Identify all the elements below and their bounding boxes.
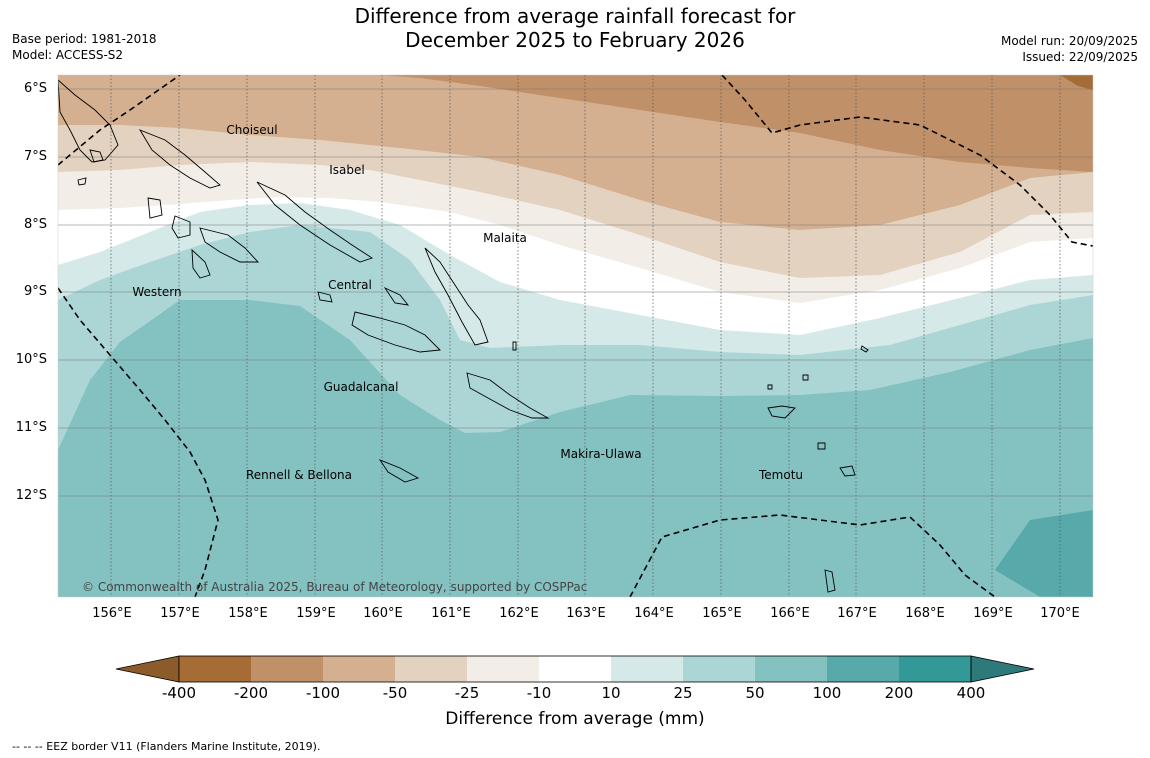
map-title: Difference from average rainfall forecas…	[0, 4, 1150, 52]
region-label-malaita: Malaita	[483, 231, 527, 245]
colorbar-tick: 10	[601, 684, 621, 702]
lon-label: 169°E	[973, 606, 1013, 621]
colorbar-tick: -400	[161, 684, 197, 702]
lon-label: 168°E	[905, 606, 945, 621]
model-run: Model run: 20/09/2025	[1000, 34, 1138, 48]
title-line-1: Difference from average rainfall forecas…	[354, 4, 796, 28]
latitude-lines	[58, 88, 1093, 497]
colorbar-tick: -10	[526, 684, 552, 702]
colorbar-swatch	[683, 656, 755, 682]
colorbar-max-extend	[970, 655, 1035, 683]
issued-date: Issued: 22/09/2025	[1022, 50, 1138, 64]
lat-label: 11°S	[15, 420, 47, 435]
lon-label: 158°E	[228, 606, 268, 621]
lat-label: 8°S	[23, 217, 47, 232]
colorbar-tick: -50	[382, 684, 408, 702]
colorbar-tick: 25	[673, 684, 693, 702]
lon-label: 166°E	[770, 606, 810, 621]
lat-label: 6°S	[23, 81, 47, 96]
title-line-2: December 2025 to February 2026	[405, 28, 745, 52]
lon-label: 167°E	[837, 606, 877, 621]
lon-label: 161°E	[431, 606, 471, 621]
meta-left: Base period: 1981-2018 Model: ACCESS-S2	[12, 31, 157, 63]
lon-label: 160°E	[363, 606, 403, 621]
region-label-temotu: Temotu	[758, 468, 804, 482]
colorbar-title: Difference from average (mm)	[445, 709, 705, 729]
colorbar-swatch	[179, 656, 251, 682]
colorbar-tick: -100	[305, 684, 341, 702]
colorbar-tick: 100	[812, 684, 842, 702]
lon-label: 162°E	[499, 606, 539, 621]
colorbar-tick: -25	[454, 684, 480, 702]
region-label-central: Central	[328, 278, 372, 292]
lat-label: 7°S	[23, 149, 47, 164]
colorbar-tick: 50	[745, 684, 765, 702]
colorbar	[115, 655, 1035, 683]
islands	[58, 79, 869, 593]
model-name: Model: ACCESS-S2	[12, 48, 124, 62]
map-frame	[57, 74, 1094, 598]
region-label-western: Western	[132, 285, 182, 299]
lat-label: 10°S	[15, 352, 47, 367]
colorbar-swatch	[899, 656, 971, 682]
region-label-guadalcanal: Guadalcanal	[323, 380, 399, 394]
lon-label: 159°E	[296, 606, 336, 621]
colorbar-swatch	[611, 656, 683, 682]
contour-fields	[58, 75, 1093, 597]
lon-label: 156°E	[92, 606, 132, 621]
eez-legend-note: -- -- -- EEZ border V11 (Flanders Marine…	[12, 740, 321, 753]
colorbar-swatch	[539, 656, 611, 682]
lat-label: 12°S	[15, 488, 47, 503]
eez-borders	[58, 75, 1093, 597]
colorbar-swatch	[323, 656, 395, 682]
field-100-200	[995, 510, 1093, 597]
field-minus-200-400	[1060, 75, 1093, 90]
lon-label: 165°E	[702, 606, 742, 621]
meta-right: Model run: 20/09/2025 Issued: 22/09/2025	[1001, 33, 1138, 65]
lon-label: 164°E	[634, 606, 674, 621]
colorbar-min-extend	[115, 655, 180, 683]
region-label-makira-ulawa: Makira-Ulawa	[560, 447, 642, 461]
lat-label: 9°S	[23, 284, 47, 299]
region-label-isabel: Isabel	[329, 163, 365, 177]
colorbar-tick: 400	[956, 684, 986, 702]
region-label-rennell-bellona: Rennell & Bellona	[245, 468, 353, 482]
lon-label: 170°E	[1040, 606, 1080, 621]
colorbar-tick: -200	[233, 684, 269, 702]
base-period: Base period: 1981-2018	[12, 32, 157, 46]
colorbar-frame	[178, 655, 972, 683]
colorbar-swatch	[827, 656, 899, 682]
lon-label: 163°E	[566, 606, 606, 621]
colorbar-swatch	[755, 656, 827, 682]
copyright-notice: © Commonwealth of Australia 2025, Bureau…	[82, 580, 588, 594]
graticule	[110, 75, 1061, 597]
lon-label: 157°E	[160, 606, 200, 621]
colorbar-tick: 200	[884, 684, 914, 702]
region-label-choiseul: Choiseul	[226, 123, 278, 137]
colorbar-swatch	[395, 656, 467, 682]
colorbar-swatch	[251, 656, 323, 682]
colorbar-swatch	[467, 656, 539, 682]
field-minus-100-200	[380, 75, 1093, 172]
